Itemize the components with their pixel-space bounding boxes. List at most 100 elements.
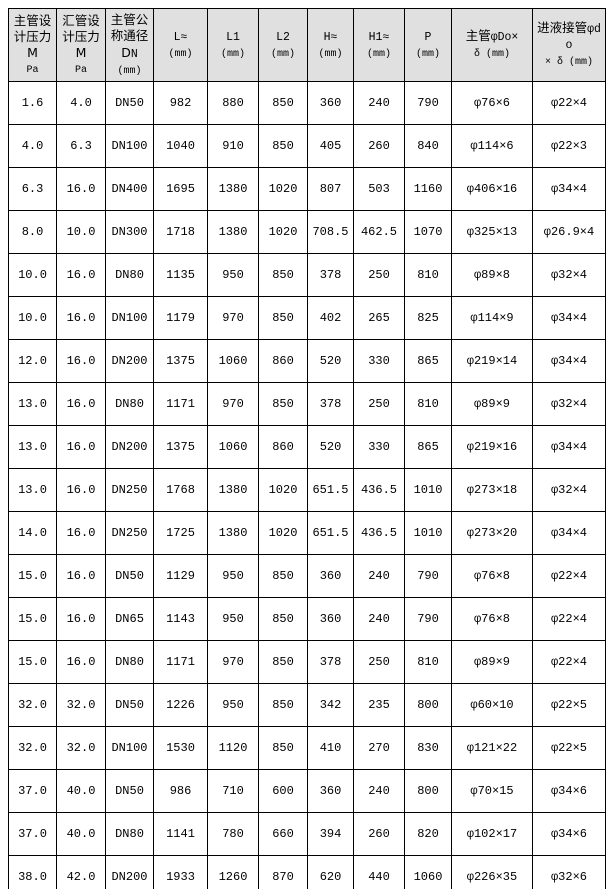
cell-L1: 880 bbox=[207, 81, 259, 125]
table-row: 32.0 32.0 DN50 1226 950 850 342 235 800 φ60×10 φ22… bbox=[8, 683, 606, 727]
cell-inlet: φ32×6 bbox=[532, 855, 606, 889]
cell-L: 1530 bbox=[153, 726, 208, 770]
cell-main_pipe: φ70×15 bbox=[451, 769, 533, 813]
cell-P: 800 bbox=[404, 683, 452, 727]
cell-H: 807 bbox=[307, 167, 354, 211]
cell-H: 708.5 bbox=[307, 210, 354, 254]
cell-p_header: 16.0 bbox=[56, 468, 106, 512]
cell-H1: 436.5 bbox=[353, 511, 405, 555]
column-header-cjk: 主管公称通径D bbox=[110, 12, 149, 60]
cell-inlet: φ34×4 bbox=[532, 511, 606, 555]
table-row: 32.0 32.0 DN100 1530 1120 850 410 270 830 φ121×22… bbox=[8, 726, 606, 770]
cell-H1: 440 bbox=[353, 855, 405, 889]
cell-L2: 850 bbox=[258, 296, 308, 340]
cell-dn: DN80 bbox=[105, 382, 154, 426]
column-header-inlet: 进液接管φdo × δ (mm) bbox=[532, 8, 606, 82]
cell-L1: 950 bbox=[207, 597, 259, 641]
cell-p_header: 40.0 bbox=[56, 812, 106, 856]
cell-inlet: φ34×6 bbox=[532, 769, 606, 813]
column-header-unit: (mm) bbox=[270, 48, 295, 60]
column-header-symbol: L1 bbox=[226, 30, 240, 44]
cell-L2: 850 bbox=[258, 124, 308, 168]
cell-P: 810 bbox=[404, 640, 452, 684]
cell-p_header: 16.0 bbox=[56, 511, 106, 555]
column-header-unit: (mm) bbox=[366, 48, 391, 60]
cell-H1: 260 bbox=[353, 812, 405, 856]
cell-p_header: 16.0 bbox=[56, 554, 106, 598]
cell-L2: 860 bbox=[258, 425, 308, 469]
cell-p_main: 10.0 bbox=[8, 296, 57, 340]
cell-L: 982 bbox=[153, 81, 208, 125]
column-header-symbol: φdo bbox=[565, 23, 601, 53]
cell-p_main: 6.3 bbox=[8, 167, 57, 211]
cell-L: 1375 bbox=[153, 339, 208, 383]
cell-dn: DN50 bbox=[105, 81, 154, 125]
cell-p_main: 4.0 bbox=[8, 124, 57, 168]
column-header-symbol: L2 bbox=[276, 30, 290, 44]
cell-L1: 710 bbox=[207, 769, 259, 813]
cell-main_pipe: φ102×17 bbox=[451, 812, 533, 856]
cell-L1: 780 bbox=[207, 812, 259, 856]
cell-p_main: 15.0 bbox=[8, 597, 57, 641]
cell-L1: 1120 bbox=[207, 726, 259, 770]
cell-L: 1718 bbox=[153, 210, 208, 254]
cell-P: 865 bbox=[404, 425, 452, 469]
cell-L: 1695 bbox=[153, 167, 208, 211]
cell-H: 378 bbox=[307, 382, 354, 426]
cell-L: 1768 bbox=[153, 468, 208, 512]
cell-p_main: 15.0 bbox=[8, 554, 57, 598]
column-header-unit: δ (mm) bbox=[473, 49, 510, 61]
cell-P: 1160 bbox=[404, 167, 452, 211]
cell-L1: 1060 bbox=[207, 425, 259, 469]
cell-p_main: 32.0 bbox=[8, 726, 57, 770]
cell-L1: 950 bbox=[207, 554, 259, 598]
cell-p_main: 14.0 bbox=[8, 511, 57, 555]
cell-H: 378 bbox=[307, 640, 354, 684]
cell-L2: 850 bbox=[258, 640, 308, 684]
cell-p_main: 37.0 bbox=[8, 812, 57, 856]
cell-dn: DN200 bbox=[105, 425, 154, 469]
cell-L2: 1020 bbox=[258, 468, 308, 512]
cell-p_main: 13.0 bbox=[8, 425, 57, 469]
cell-p_main: 8.0 bbox=[8, 210, 57, 254]
cell-p_header: 16.0 bbox=[56, 253, 106, 297]
cell-P: 865 bbox=[404, 339, 452, 383]
cell-L1: 970 bbox=[207, 640, 259, 684]
cell-p_main: 1.6 bbox=[8, 81, 57, 125]
cell-L2: 860 bbox=[258, 339, 308, 383]
table-row: 10.0 16.0 DN80 1135 950 850 378 250 810 φ89×8 φ32×… bbox=[8, 253, 606, 297]
column-header-unit: Pa bbox=[26, 65, 39, 77]
column-header-symbol: P bbox=[424, 30, 432, 44]
column-header-unit: × δ (mm) bbox=[544, 57, 593, 69]
cell-inlet: φ22×4 bbox=[532, 597, 606, 641]
column-header-P: P (mm) bbox=[404, 8, 452, 82]
table-row: 1.6 4.0 DN50 982 880 850 360 240 790 φ76×6 φ22×4 bbox=[8, 81, 606, 125]
cell-L: 1135 bbox=[153, 253, 208, 297]
cell-H1: 436.5 bbox=[353, 468, 405, 512]
cell-p_header: 32.0 bbox=[56, 726, 106, 770]
cell-L2: 870 bbox=[258, 855, 308, 889]
cell-inlet: φ22×4 bbox=[532, 554, 606, 598]
table-row: 12.0 16.0 DN200 1375 1060 860 520 330 865 φ219×14… bbox=[8, 339, 606, 383]
cell-H1: 330 bbox=[353, 339, 405, 383]
cell-p_main: 38.0 bbox=[8, 855, 57, 889]
cell-main_pipe: φ89×8 bbox=[451, 253, 533, 297]
cell-H1: 260 bbox=[353, 124, 405, 168]
cell-dn: DN50 bbox=[105, 683, 154, 727]
cell-dn: DN100 bbox=[105, 124, 154, 168]
cell-main_pipe: φ114×6 bbox=[451, 124, 533, 168]
cell-dn: DN300 bbox=[105, 210, 154, 254]
column-header-unit: (mm) bbox=[415, 48, 440, 60]
cell-inlet: φ32×4 bbox=[532, 253, 606, 297]
cell-H: 520 bbox=[307, 425, 354, 469]
cell-p_header: 16.0 bbox=[56, 382, 106, 426]
table-row: 8.0 10.0 DN300 1718 1380 1020 708.5 462.5 1070 φ3… bbox=[8, 210, 606, 254]
column-header-symbol: H≈ bbox=[323, 30, 338, 44]
column-header-cjk: 进液接管 bbox=[537, 20, 588, 36]
column-header-L1: L1 (mm) bbox=[207, 8, 259, 82]
cell-P: 830 bbox=[404, 726, 452, 770]
cell-dn: DN50 bbox=[105, 554, 154, 598]
cell-main_pipe: φ89×9 bbox=[451, 382, 533, 426]
cell-P: 800 bbox=[404, 769, 452, 813]
